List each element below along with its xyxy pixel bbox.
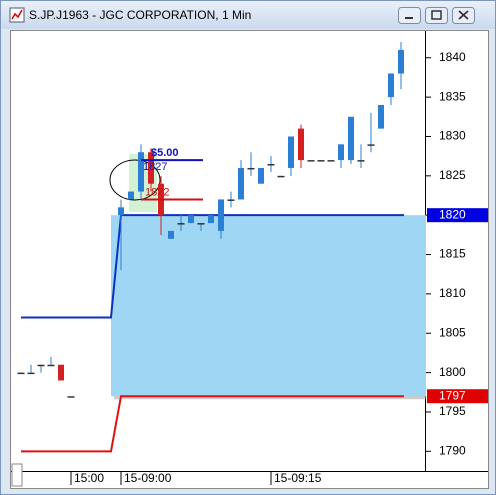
candle-body xyxy=(357,160,365,162)
minimize-icon xyxy=(405,17,413,19)
x-tick-label: 15-09:15 xyxy=(274,471,322,485)
title-bar: S.JP.J1963 - JGC CORPORATION, 1 Min xyxy=(1,1,495,29)
candle-body xyxy=(118,207,124,216)
candle-body xyxy=(348,116,354,161)
minimize-button[interactable] xyxy=(398,7,421,24)
x-tick-label: 15:00 xyxy=(74,471,104,485)
y-tick-label: 1835 xyxy=(439,89,466,103)
price-label: 1820 xyxy=(439,207,466,221)
candle-body xyxy=(398,49,404,74)
candle-body xyxy=(388,73,394,98)
candle-body xyxy=(17,372,25,375)
y-tick-label: 1800 xyxy=(439,365,466,379)
candle-body xyxy=(307,160,315,162)
candle-body xyxy=(218,199,224,231)
candle-body xyxy=(188,215,194,224)
candle-body xyxy=(58,364,64,381)
price-label-box xyxy=(427,208,488,223)
y-tick-label: 1810 xyxy=(439,286,466,300)
order-stop-label: 1822 xyxy=(145,186,169,198)
position-fill xyxy=(111,215,426,397)
candle-body xyxy=(317,160,325,162)
candle-body xyxy=(128,191,134,200)
price-label: 1797 xyxy=(439,388,466,402)
candle-body xyxy=(168,230,174,239)
price-label-box xyxy=(427,389,488,404)
candle-body xyxy=(138,152,144,192)
candle-body xyxy=(367,144,375,146)
close-icon xyxy=(458,10,469,20)
candle-body xyxy=(47,364,55,367)
y-tick-label: 1790 xyxy=(439,443,466,457)
candle-body xyxy=(277,175,285,178)
band-line xyxy=(21,395,404,453)
candle-body xyxy=(247,167,255,170)
y-tick-label: 1830 xyxy=(439,129,466,143)
candle-body xyxy=(27,372,35,375)
window-title: S.JP.J1963 - JGC CORPORATION, 1 Min xyxy=(29,8,252,22)
y-tick-label: 1805 xyxy=(439,325,466,339)
candle-body xyxy=(227,199,235,201)
candle-body xyxy=(327,160,335,162)
order-label: $5.00 xyxy=(151,147,179,159)
candle-body xyxy=(378,104,384,129)
candle-body xyxy=(148,152,154,184)
y-tick-label: 1815 xyxy=(439,247,466,261)
candle-body xyxy=(177,223,185,225)
candle-body xyxy=(208,215,214,224)
candle-body xyxy=(67,396,75,398)
window-buttons[interactable] xyxy=(398,7,478,25)
y-tick-label: 1840 xyxy=(439,50,466,64)
candle-body xyxy=(197,223,205,225)
order-entry-label: 1827 xyxy=(143,161,167,173)
maximize-icon xyxy=(431,10,442,20)
x-tick-label: 15-09:00 xyxy=(124,471,172,485)
candle-body xyxy=(298,128,304,161)
scroll-handle[interactable] xyxy=(11,463,23,487)
candle-body xyxy=(267,164,275,166)
candle-body xyxy=(338,144,344,161)
y-tick-label: 1795 xyxy=(439,404,466,418)
candle-body xyxy=(238,167,244,200)
y-tick-label: 1825 xyxy=(439,168,466,182)
circle-annotation xyxy=(109,159,161,201)
app-icon xyxy=(9,7,25,23)
candle-body xyxy=(288,136,294,168)
candle-body xyxy=(37,364,45,367)
band-line xyxy=(21,214,404,319)
candle-body xyxy=(258,167,264,184)
chart: 1790 1795 1800 1805 1810 1815 1820 1825 1830 1835… xyxy=(10,30,489,489)
maximize-button[interactable] xyxy=(425,7,448,24)
